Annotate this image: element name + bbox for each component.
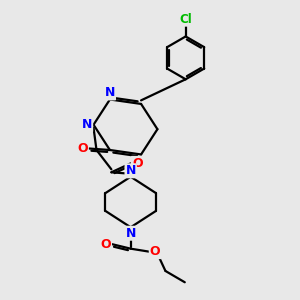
Text: O: O — [77, 142, 88, 155]
Text: N: N — [82, 118, 92, 131]
Text: O: O — [150, 245, 160, 258]
Text: O: O — [132, 157, 142, 170]
Text: N: N — [125, 227, 136, 240]
Text: N: N — [105, 86, 115, 99]
Text: Cl: Cl — [179, 13, 192, 26]
Text: N: N — [125, 164, 136, 177]
Text: O: O — [100, 238, 111, 251]
